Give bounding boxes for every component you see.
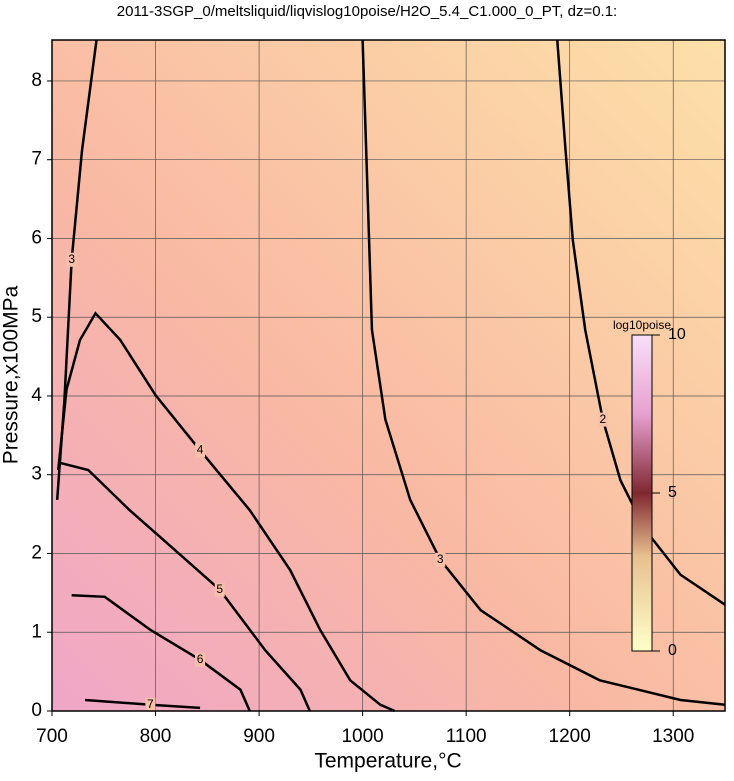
y-tick-label: 8 [31,70,42,91]
x-axis-label: Temperature,°C [314,750,461,773]
colorbar-title: log10poise [613,318,671,332]
colorbar-tick-label: 5 [668,484,677,501]
contour-label-bg [597,412,608,427]
x-tick-label: 800 [140,726,172,747]
contour-label: 2 [599,412,606,426]
contour-label-bg [66,252,77,267]
y-tick-label: 3 [31,464,42,485]
y-axis-label: Pressure,x100MPa [0,285,23,464]
x-tick-label: 900 [243,726,275,747]
colorbar-tick-label: 0 [668,642,677,659]
y-tick-label: 7 [31,149,42,170]
plot-background [52,40,725,711]
y-tick-label: 1 [31,621,42,642]
contour-label-bg [435,552,446,567]
contour-label-bg [145,697,156,712]
contour-label-bg [195,443,206,458]
contour-label: 4 [197,442,204,456]
x-tick-label: 1300 [652,726,694,747]
contour-label-bg [195,652,206,667]
x-tick-label: 1100 [446,726,487,747]
y-tick-label: 4 [31,385,42,406]
plot-frame [51,39,726,712]
contour-label: 3 [68,252,75,266]
contour-label: 6 [197,652,204,666]
y-tick-label: 0 [31,700,42,721]
chart-title: 2011-3SGP_0/meltsliquid/liqvislog10poise… [117,3,617,20]
y-tick-label: 5 [31,306,42,327]
contour-label: 3 [437,552,444,566]
y-tick-label: 2 [31,543,42,564]
colorbar [631,334,653,652]
contour-line [71,593,251,712]
x-tick-label: 1000 [341,726,383,747]
x-tick-label: 700 [36,726,68,747]
contour-line [59,461,311,712]
contour-label-bg [214,582,225,597]
x-tick-label: 1200 [549,726,591,747]
colorbar-tick-label: 10 [668,326,686,343]
contour-label: 5 [216,582,223,596]
contour-label: 7 [147,697,154,711]
y-tick-label: 6 [31,227,42,248]
